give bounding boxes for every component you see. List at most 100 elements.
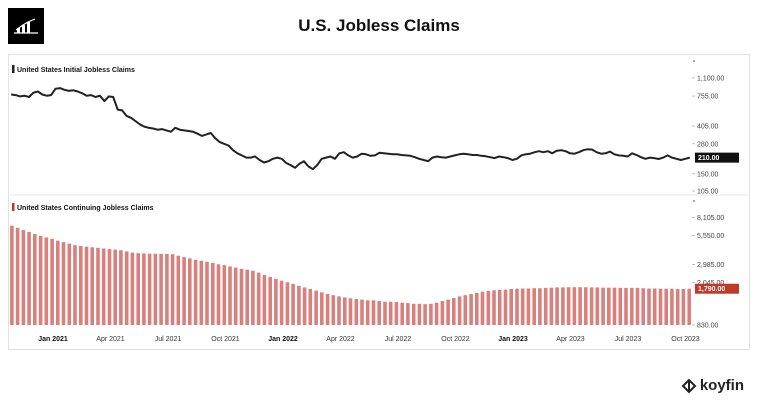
- continuing-claims-bar: [233, 267, 238, 325]
- continuing-claims-bar: [463, 295, 468, 325]
- last-value-badge: [695, 283, 739, 294]
- continuing-claims-bar: [147, 253, 152, 325]
- x-tick-label: Jan 2022: [268, 336, 298, 343]
- continuing-claims-bar: [268, 276, 272, 325]
- last-value-label: 1,790.00: [698, 286, 725, 293]
- continuing-claims-bar: [10, 225, 14, 325]
- continuing-claims-bar: [331, 295, 336, 325]
- continuing-claims-bar: [543, 287, 548, 325]
- continuing-claims-bar: [371, 300, 376, 325]
- continuing-claims-bar: [38, 235, 43, 325]
- continuing-claims-bar: [308, 289, 313, 325]
- continuing-claims-bar: [251, 270, 255, 325]
- continuing-claims-bar: [56, 240, 60, 325]
- x-tick-label: Jan 2023: [498, 336, 528, 343]
- continuing-claims-bar: [285, 282, 290, 325]
- continuing-claims-bar: [601, 287, 605, 325]
- continuing-claims-bar: [84, 246, 89, 325]
- continuing-claims-bar: [394, 302, 399, 325]
- x-tick-label: Jul 2021: [155, 336, 182, 343]
- continuing-claims-bar: [520, 288, 525, 325]
- continuing-claims-bar: [406, 303, 410, 325]
- continuing-claims-bar: [578, 287, 582, 325]
- continuing-claims-bar: [670, 288, 674, 325]
- continuing-claims-bar: [480, 291, 485, 325]
- continuing-claims-bar: [136, 253, 140, 325]
- continuing-claims-bar: [630, 287, 634, 325]
- continuing-claims-bar: [681, 289, 686, 325]
- continuing-claims-bar: [130, 252, 135, 325]
- continuing-claims-bar: [119, 250, 123, 325]
- continuing-claims-bar: [90, 247, 94, 325]
- continuing-claims-bar: [15, 227, 20, 325]
- continuing-claims-bar: [165, 253, 169, 325]
- continuing-claims-bar: [566, 287, 571, 325]
- continuing-claims-bar: [124, 251, 129, 325]
- continuing-claims-bar: [228, 266, 232, 325]
- y-tick-label: 280.00: [697, 141, 719, 148]
- continuing-claims-bar: [641, 288, 645, 325]
- continuing-claims-bar: [635, 287, 640, 325]
- continuing-claims-bar: [652, 288, 657, 325]
- x-tick-label: Jul 2022: [385, 336, 412, 343]
- continuing-claims-bar: [687, 288, 691, 325]
- y-tick-label: 105.00: [697, 189, 719, 196]
- continuing-claims-bar: [216, 264, 221, 325]
- continuing-claims-bar: [423, 304, 427, 325]
- last-value-label: 210.00: [698, 155, 720, 162]
- continuing-claims-bar: [388, 301, 393, 325]
- continuing-claims-bar: [532, 288, 536, 325]
- continuing-claims-bar: [400, 302, 404, 325]
- continuing-claims-bar: [664, 288, 668, 325]
- continuing-claims-bar: [314, 290, 318, 325]
- x-tick-label: Apr 2022: [326, 336, 355, 343]
- continuing-claims-bar: [274, 278, 278, 325]
- continuing-claims-bar: [262, 274, 267, 325]
- continuing-claims-bar: [199, 260, 204, 325]
- continuing-claims-bar: [509, 289, 513, 325]
- legend-swatch: [12, 65, 15, 73]
- continuing-claims-bar: [417, 303, 422, 325]
- continuing-claims-bar: [595, 287, 600, 325]
- continuing-claims-bar: [457, 296, 462, 325]
- koyfin-logo-icon: [681, 378, 697, 393]
- y-tick-label: 830.00: [697, 323, 719, 330]
- continuing-claims-bar: [658, 288, 663, 325]
- continuing-claims-bar: [27, 232, 31, 325]
- continuing-claims-bar: [538, 288, 542, 325]
- continuing-claims-bar: [497, 289, 502, 325]
- continuing-claims-bar: [647, 288, 651, 325]
- continuing-claims-bar: [503, 289, 508, 325]
- continuing-claims-bar: [279, 280, 284, 325]
- continuing-claims-bar: [302, 287, 307, 325]
- continuing-claims-bar: [365, 300, 370, 325]
- continuing-claims-bar: [320, 292, 324, 325]
- continuing-claims-bar: [589, 287, 594, 325]
- legend-label: United States Initial Jobless Claims: [17, 67, 135, 74]
- continuing-claims-bar: [50, 238, 54, 325]
- continuing-claims-bar: [256, 272, 261, 325]
- continuing-claims-bar: [440, 301, 445, 325]
- continuing-claims-bar: [429, 303, 433, 325]
- continuing-claims-bar: [245, 269, 249, 325]
- continuing-claims-bar: [193, 259, 198, 325]
- continuing-claims-bar: [354, 299, 359, 325]
- chart-frame: United States Initial Jobless Claims 1,10…: [8, 54, 750, 350]
- continuing-claims-bar: [475, 292, 479, 325]
- continuing-claims-bar: [348, 298, 353, 325]
- continuing-claims-bar: [176, 255, 181, 325]
- last-value-badge: [695, 152, 739, 163]
- continuing-claims-bar: [618, 287, 623, 325]
- continuing-claims-bar: [297, 285, 301, 325]
- continuing-claims-bar: [360, 299, 364, 325]
- koyfin-brand: koyfin: [681, 377, 744, 394]
- continuing-claims-bar: [21, 230, 26, 325]
- continuing-claims-bar: [142, 253, 146, 325]
- continuing-claims-bar: [515, 288, 519, 325]
- page-title: U.S. Jobless Claims: [298, 16, 460, 35]
- x-tick-label: Oct 2022: [441, 336, 470, 343]
- continuing-claims-bar: [222, 265, 227, 325]
- continuing-claims-bar: [61, 242, 66, 325]
- continuing-claims-bar: [486, 290, 491, 325]
- continuing-claims-bar: [153, 253, 158, 325]
